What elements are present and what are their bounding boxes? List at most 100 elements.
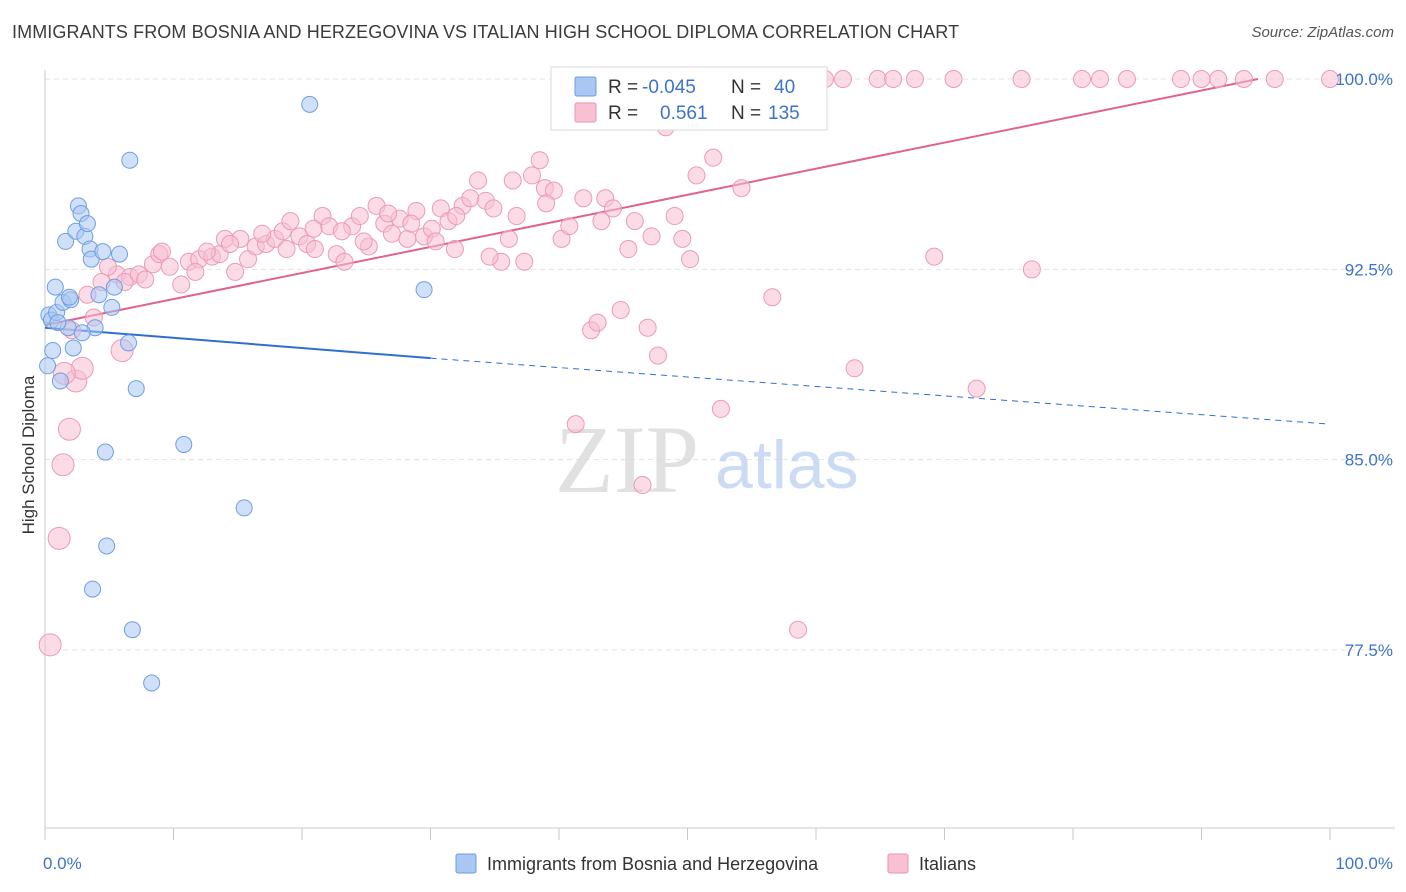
italians-point-111: [1321, 70, 1339, 88]
y-tick-labels: 77.5% 85.0% 92.5% 100.0%: [1335, 70, 1393, 660]
italians-point-110: [1265, 70, 1284, 88]
x-tick-label-1: 100.0%: [1335, 854, 1393, 873]
bosnia-point-5: [51, 372, 69, 390]
italians-point-72: [619, 240, 638, 259]
italians-point-104: [1090, 70, 1109, 88]
source-credit: Source: ZipAtlas.com: [1251, 24, 1394, 41]
italians-point-51: [461, 189, 480, 208]
italians-point-79: [673, 229, 692, 248]
legend-n-label-2: N =: [731, 103, 761, 124]
italians-point-64: [560, 217, 579, 236]
italians-point-78: [665, 207, 684, 226]
x-tick-label-0: 0.0%: [43, 854, 82, 873]
watermark-atlas: atlas: [715, 427, 859, 503]
italians-point-106: [1171, 70, 1190, 88]
italians-point-70: [603, 199, 622, 218]
bosnia-point-36: [49, 314, 67, 332]
italians-point-31: [305, 240, 324, 259]
italians-point-43: [398, 229, 417, 248]
italians-point-108: [1209, 70, 1228, 88]
y-tick-label-3: 100.0%: [1335, 70, 1393, 89]
italians-point-127: [379, 204, 398, 223]
bottom-legend-label-blue: Immigrants from Bosnia and Herzegovina: [487, 854, 819, 874]
italians-point-130: [447, 207, 466, 226]
italians-point-1: [47, 526, 71, 550]
y-tick-label-2: 92.5%: [1345, 260, 1393, 279]
italians-point-52: [469, 171, 488, 190]
italians-point-0: [38, 633, 62, 657]
legend-r-value-1: -0.045: [642, 77, 696, 98]
correlation-legend: R = -0.045 N = 40 R = 0.561 N = 135: [550, 66, 828, 131]
italians-point-105: [1117, 70, 1136, 88]
bosnia-point-31: [143, 674, 161, 692]
italians-point-85: [732, 179, 751, 198]
italians-point-103: [1072, 70, 1091, 88]
italians-point-136: [687, 166, 706, 185]
trendlines: [44, 78, 1331, 425]
italians-point-132: [503, 171, 522, 190]
legend-swatch-blue: [574, 76, 597, 97]
italians-point-118: [152, 242, 171, 261]
chart-title: IMMIGRANTS FROM BOSNIA AND HERZEGOVINA V…: [12, 22, 960, 42]
italians-point-68: [588, 313, 607, 332]
y-tick-label-0: 77.5%: [1345, 641, 1393, 660]
italians-point-76: [648, 346, 667, 365]
italians-point-90: [789, 620, 808, 639]
bosnia-point-37: [73, 324, 91, 342]
italians-point-15: [172, 275, 191, 294]
legend-n-value-1: 40: [774, 77, 795, 98]
bosnia-point-34: [301, 95, 319, 113]
bosnia-point-22: [98, 537, 116, 555]
legend-swatch-pink: [574, 102, 597, 123]
italians-point-3: [57, 417, 81, 441]
italians-point-73: [625, 212, 644, 231]
bosnia-point-2: [44, 342, 62, 360]
bosnia-point-23: [103, 298, 121, 316]
bosnia-points: [39, 95, 433, 692]
bosnia-point-20: [94, 243, 112, 261]
italians-point-21: [226, 262, 245, 281]
italians-point-107: [1192, 70, 1211, 88]
italians-point-75: [638, 318, 657, 337]
axes: [44, 70, 1395, 840]
bosnia-trendline-extension: [430, 357, 1331, 425]
italians-points: [38, 70, 1339, 657]
italians-point-98: [925, 247, 944, 266]
italians-point-71: [611, 300, 630, 319]
italians-point-35: [335, 252, 354, 271]
italians-point-95: [868, 70, 887, 88]
watermark: ZIP atlas: [555, 406, 859, 513]
italians-point-129: [426, 232, 445, 251]
bosnia-point-21: [96, 443, 114, 461]
italians-point-28: [281, 212, 300, 231]
bosnia-point-10: [64, 339, 82, 357]
bosnia-point-24: [105, 278, 123, 296]
bottom-legend-swatch-pink: [887, 853, 909, 874]
italians-point-82: [704, 148, 723, 167]
italians-point-133: [537, 194, 556, 213]
italians-point-97: [905, 70, 924, 88]
bosnia-point-35: [415, 281, 433, 299]
legend-r-value-2: 0.561: [660, 103, 708, 124]
italians-trendline: [44, 78, 1259, 327]
bosnia-point-3: [46, 278, 64, 296]
series-legend: Immigrants from Bosnia and Herzegovina I…: [455, 853, 976, 874]
bosnia-point-32: [175, 435, 193, 453]
italians-point-96: [884, 70, 903, 88]
italians-point-93: [833, 70, 852, 88]
legend-r-label-1: R =: [608, 77, 638, 98]
italians-point-83: [711, 399, 730, 418]
bosnia-point-33: [235, 499, 253, 517]
bosnia-trendline: [44, 326, 431, 360]
bosnia-point-19: [90, 286, 108, 304]
italians-point-41: [382, 224, 401, 243]
italians-point-56: [499, 229, 518, 248]
italians-point-60: [530, 151, 549, 170]
italians-point-57: [507, 207, 526, 226]
italians-point-94: [845, 359, 864, 378]
grid: [45, 78, 1395, 651]
italians-point-115: [98, 257, 117, 276]
italians-point-99: [944, 70, 963, 88]
italians-point-65: [566, 415, 585, 434]
bottom-legend-swatch-blue: [455, 853, 477, 874]
